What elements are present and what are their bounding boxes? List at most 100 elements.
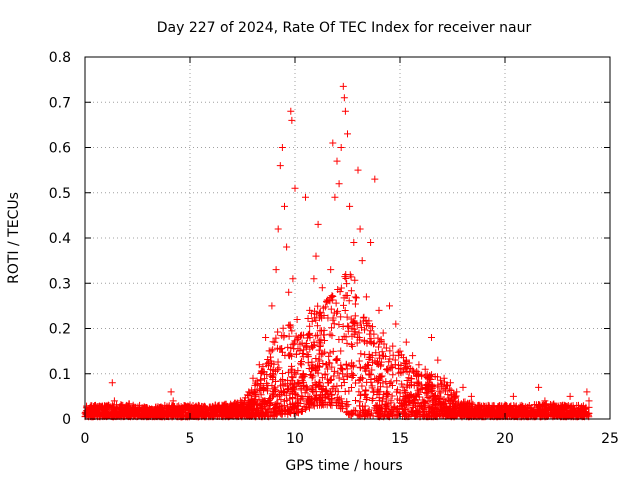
roti-point: [582, 403, 590, 411]
roti-point: [316, 308, 324, 316]
roti-point: [453, 409, 461, 417]
roti-point: [351, 276, 359, 284]
roti-point: [290, 384, 298, 392]
roti-point: [532, 401, 540, 409]
y-tick-label: 0.2: [49, 322, 71, 338]
roti-point: [330, 372, 338, 380]
roti-point: [280, 389, 288, 397]
roti-point: [171, 403, 179, 411]
roti-point: [290, 345, 298, 353]
roti-point: [388, 392, 396, 400]
roti-point: [276, 409, 284, 417]
y-tick-label: 0.5: [49, 186, 71, 202]
roti-point: [413, 371, 421, 379]
roti-point: [316, 342, 324, 350]
roti-point: [400, 401, 408, 409]
roti-point: [337, 347, 345, 355]
roti-point: [344, 322, 352, 330]
roti-point: [312, 332, 320, 340]
roti-point: [162, 412, 170, 420]
roti-point-outlier: [152, 406, 160, 414]
roti-point: [359, 374, 367, 382]
roti-point: [429, 409, 437, 417]
roti-point: [374, 334, 382, 342]
roti-point: [387, 362, 395, 370]
y-tick-label: 0.7: [49, 95, 71, 111]
roti-point: [344, 373, 352, 381]
roti-point: [356, 363, 364, 371]
roti-point: [361, 402, 369, 410]
roti-point: [436, 376, 444, 384]
roti-point: [393, 404, 401, 412]
roti-point-outlier: [484, 401, 492, 409]
roti-point: [285, 332, 293, 340]
roti-point: [469, 400, 477, 408]
y-tick-label: 0.6: [49, 141, 71, 157]
roti-point: [415, 388, 423, 396]
roti-point-outlier: [558, 406, 566, 414]
roti-point: [395, 365, 403, 373]
roti-point: [275, 364, 283, 372]
roti-point: [297, 396, 305, 404]
roti-point: [315, 355, 323, 363]
roti-point: [282, 407, 290, 415]
roti-point: [269, 346, 277, 354]
roti-point: [368, 366, 376, 374]
roti-point: [351, 293, 359, 301]
roti-point: [351, 312, 359, 320]
roti-point: [259, 398, 267, 406]
roti-point: [568, 412, 576, 420]
roti-point: [251, 401, 259, 409]
roti-point: [377, 336, 385, 344]
x-tick-label: 10: [286, 431, 304, 447]
roti-point-outlier: [335, 180, 343, 188]
roti-point: [260, 368, 268, 376]
roti-point-outlier: [476, 401, 484, 409]
roti-point-outlier: [549, 401, 557, 409]
roti-point-outlier: [371, 175, 379, 183]
roti-point: [369, 388, 377, 396]
roti-point: [510, 411, 518, 419]
chart-title: Day 227 of 2024, Rate Of TEC Index for r…: [157, 20, 532, 36]
roti-point: [357, 324, 365, 332]
roti-point: [257, 391, 265, 399]
roti-point: [388, 382, 396, 390]
roti-point-outlier: [310, 275, 318, 283]
roti-point: [134, 403, 142, 411]
roti-point: [562, 408, 570, 416]
roti-point: [432, 395, 440, 403]
roti-point: [321, 370, 329, 378]
roti-point: [308, 317, 316, 325]
roti-point-outlier: [585, 397, 593, 405]
roti-point: [289, 340, 297, 348]
roti-point: [361, 351, 369, 359]
roti-point: [332, 299, 340, 307]
roti-point: [318, 327, 326, 335]
roti-point: [260, 385, 268, 393]
roti-point: [393, 377, 401, 385]
roti-point: [328, 324, 336, 332]
roti-point: [267, 399, 275, 407]
roti-point: [511, 403, 519, 411]
roti-point-outlier: [375, 306, 383, 314]
roti-point: [312, 395, 320, 403]
roti-point-outlier: [278, 144, 286, 151]
roti-point: [339, 370, 347, 378]
roti-point-outlier: [285, 288, 293, 296]
roti-point: [197, 411, 205, 419]
roti-point-outlier: [415, 361, 423, 369]
roti-point: [375, 351, 383, 359]
roti-point: [334, 396, 342, 404]
roti-point-outlier: [262, 334, 270, 342]
roti-point: [378, 397, 386, 405]
roti-point: [305, 404, 313, 412]
roti-point: [366, 354, 374, 362]
roti-point: [348, 370, 356, 378]
roti-point-outlier: [211, 401, 219, 409]
roti-point: [535, 408, 543, 416]
roti-point: [403, 383, 411, 391]
roti-point: [277, 396, 285, 404]
roti-point: [337, 403, 345, 411]
y-tick-label: 0.4: [49, 231, 71, 247]
roti-point: [101, 407, 109, 415]
